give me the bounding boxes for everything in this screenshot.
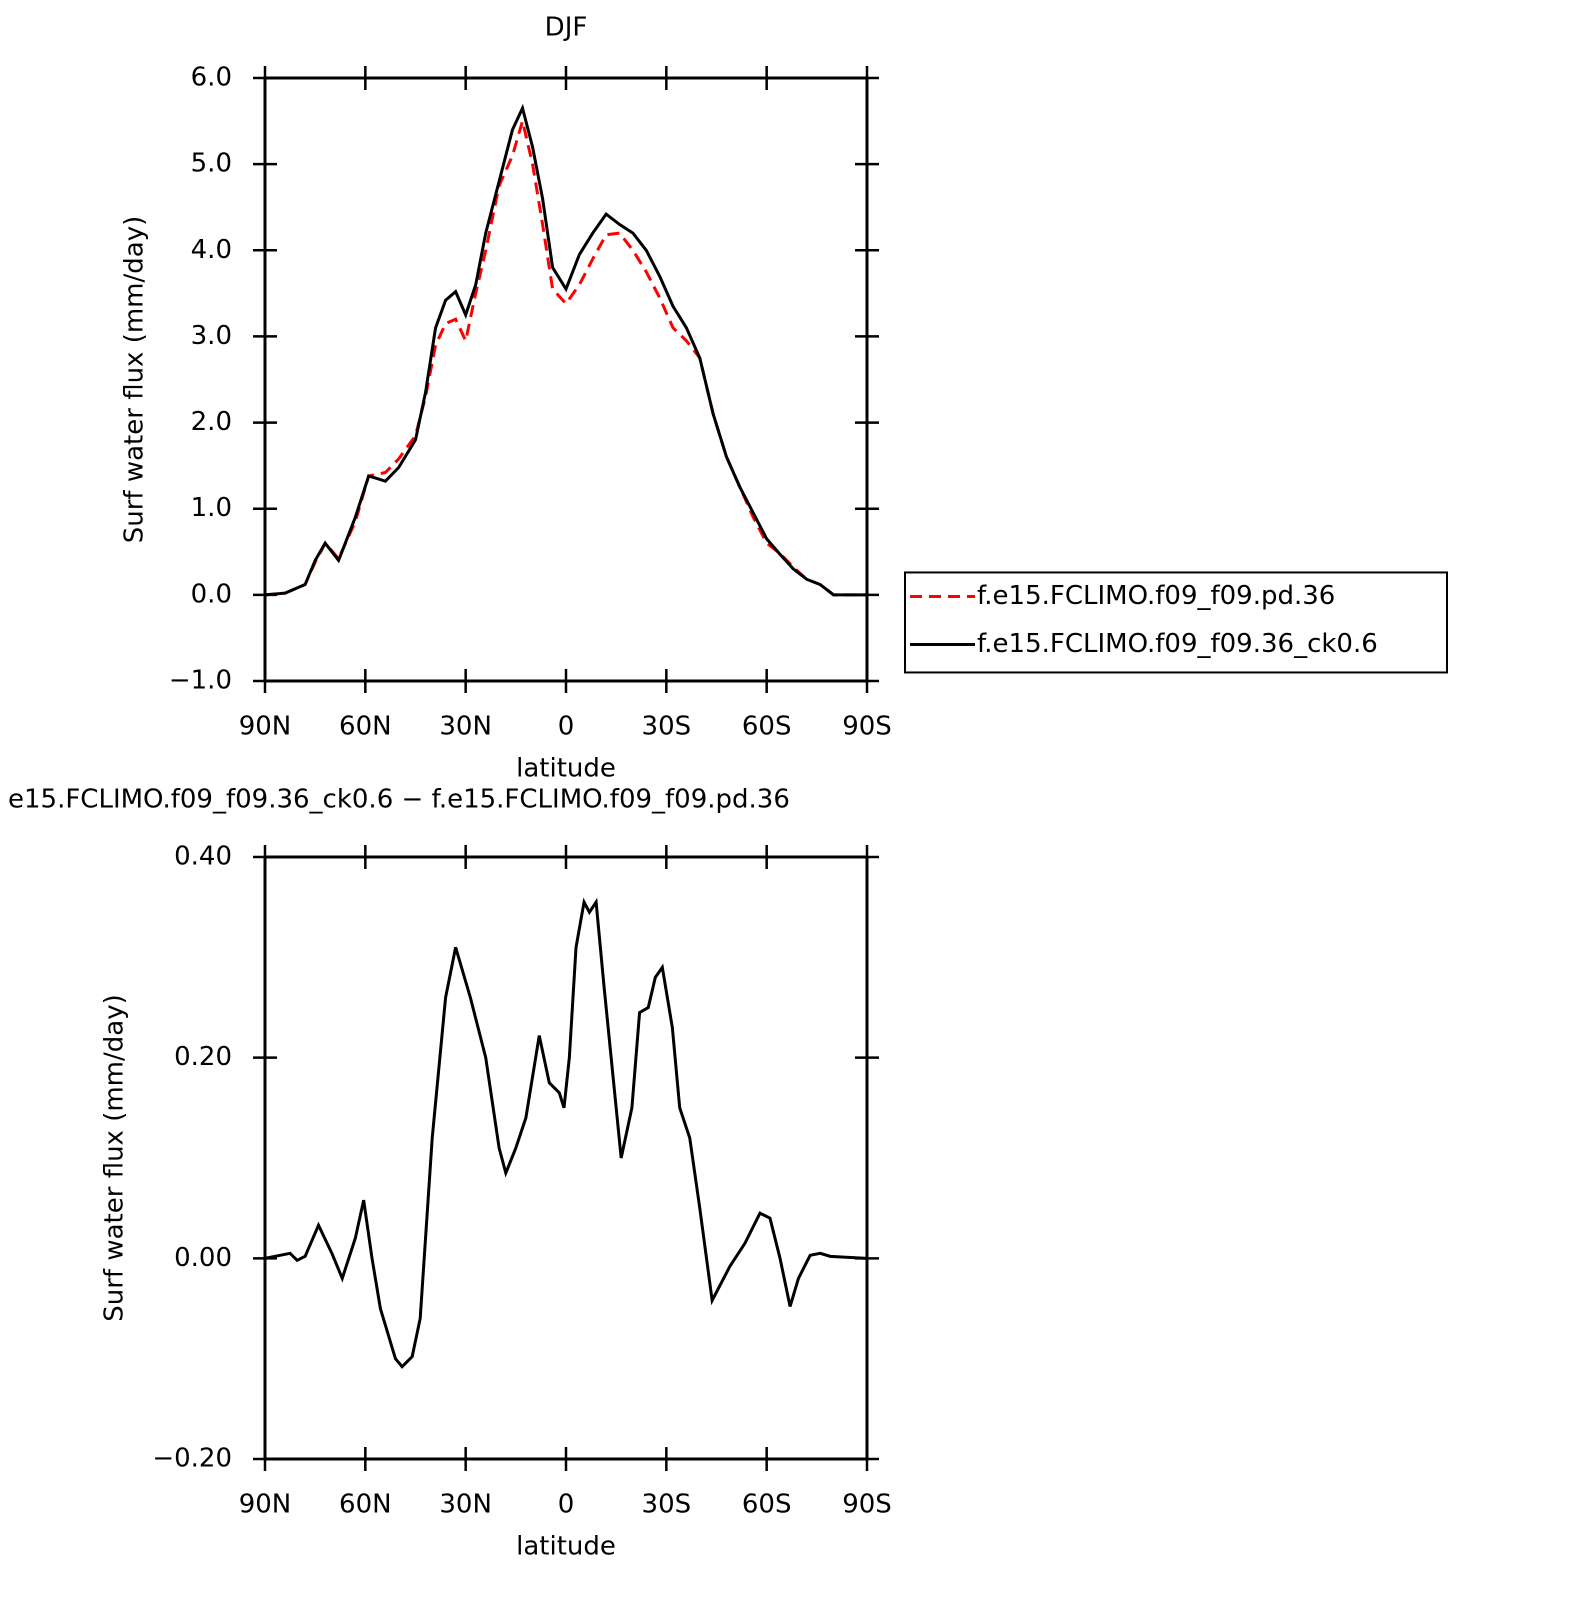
x-tick-label: 0: [558, 1490, 575, 1520]
data-line: [264, 897, 868, 1369]
y-tick-label: 4.0: [191, 235, 232, 265]
chart-title: DJF: [545, 13, 588, 43]
x-tick-label: 90N: [239, 712, 292, 742]
y-tick-label: −1.0: [169, 666, 232, 696]
x-tick-label: 30S: [642, 1490, 692, 1520]
y-tick-label: 2.0: [191, 407, 232, 437]
plot-frame: [263, 76, 869, 683]
y-tick-label: 5.0: [191, 149, 232, 179]
y-axis-label: Surf water flux (mm/day): [120, 216, 150, 543]
x-tick-label: 60N: [339, 1490, 392, 1520]
x-axis-label: latitude: [516, 1532, 616, 1562]
plot-frame: [263, 855, 869, 1461]
y-tick-label: 0.0: [191, 579, 232, 609]
x-tick-label: 30N: [439, 1490, 492, 1520]
legend-label: f.e15.FCLIMO.f09_f09.36_ck0.6: [977, 629, 1378, 659]
x-tick-label: 0: [558, 712, 575, 742]
x-tick-label: 30S: [642, 712, 692, 742]
legend-box: [904, 571, 1448, 674]
chart-title: e15.FCLIMO.f09_f09.36_ck0.6 − f.e15.FCLI…: [8, 785, 790, 815]
x-tick-label: 60S: [742, 1490, 792, 1520]
x-tick-label: 60N: [339, 712, 392, 742]
legend-label: f.e15.FCLIMO.f09_f09.pd.36: [977, 581, 1335, 611]
y-tick-label: 6.0: [191, 63, 232, 93]
data-line: [264, 103, 867, 597]
y-tick-label: 3.0: [191, 321, 232, 351]
x-axis-label: latitude: [516, 754, 616, 784]
x-tick-label: 60S: [742, 712, 792, 742]
y-tick-label: 1.0: [191, 493, 232, 523]
x-tick-label: 90S: [842, 1490, 892, 1520]
y-tick-label: 0.20: [174, 1042, 232, 1072]
y-axis-label: Surf water flux (mm/day): [100, 994, 130, 1321]
x-tick-label: 90S: [842, 712, 892, 742]
x-tick-label: 90N: [239, 1490, 292, 1520]
y-tick-label: 0.40: [174, 842, 232, 872]
y-tick-label: −0.20: [152, 1444, 232, 1474]
y-tick-label: 0.00: [174, 1243, 232, 1273]
x-tick-label: 30N: [439, 712, 492, 742]
data-line: [264, 115, 867, 597]
